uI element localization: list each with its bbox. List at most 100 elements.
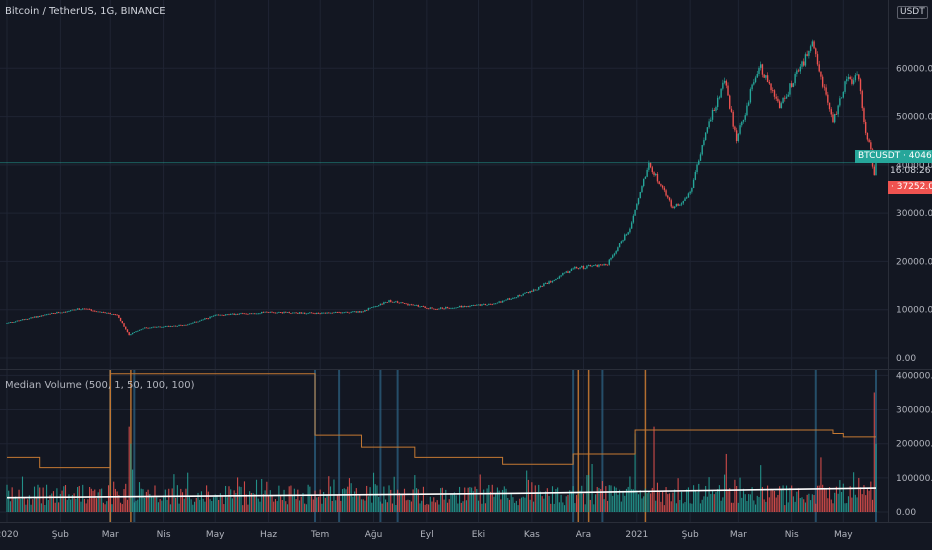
volume-bar: [629, 476, 631, 512]
volume-bar: [727, 490, 729, 512]
candle-body: [773, 90, 776, 97]
volume-bar: [238, 486, 240, 512]
volume-bar: [316, 497, 318, 512]
volume-bar: [558, 502, 560, 512]
candle-body: [419, 306, 421, 308]
candle-body: [579, 267, 581, 269]
currency-badge[interactable]: USDT: [897, 6, 928, 19]
candle-body: [868, 139, 870, 143]
volume-bar: [787, 502, 789, 512]
candle-body: [735, 130, 738, 141]
volume-bar: [426, 503, 428, 512]
candle-body: [766, 75, 769, 82]
volume-bar: [221, 496, 223, 512]
candle-body: [577, 268, 580, 270]
candle-body: [383, 302, 385, 305]
volume-bar: [68, 494, 70, 512]
candle-body: [143, 327, 146, 329]
volume-axis-ticks: 0.00 100000.00 200000.00 300000.00 400000.00: [896, 371, 932, 518]
volume-bar: [374, 484, 376, 512]
volume-bar: [658, 491, 660, 512]
candle-body: [806, 54, 808, 56]
volume-bar: [839, 480, 841, 512]
candle-body: [761, 64, 764, 75]
volume-bar: [452, 493, 454, 512]
volume-bar: [171, 488, 173, 512]
candle-body: [322, 312, 325, 314]
volume-bar: [873, 392, 875, 512]
candle-body: [145, 327, 148, 329]
volume-bar: [164, 489, 166, 512]
candle-body: [558, 276, 561, 279]
volume-bar: [835, 486, 837, 512]
candle-body: [433, 308, 435, 310]
candle-body: [130, 334, 132, 336]
candle-body: [377, 305, 380, 307]
candle-body: [641, 186, 643, 193]
time-tick-label: Kas: [524, 530, 540, 540]
candle-body: [498, 301, 500, 303]
candle-body: [347, 311, 349, 313]
candle-body: [390, 300, 392, 302]
volume-bar: [329, 486, 332, 512]
volume-bar: [355, 488, 357, 512]
candle-body: [601, 264, 604, 266]
volume-bar: [517, 505, 519, 512]
volume-bar: [314, 490, 316, 512]
volume-bar: [264, 490, 266, 512]
volume-bar: [476, 488, 478, 512]
volume-bar: [581, 485, 583, 512]
candle-body: [379, 303, 382, 306]
candle-body: [195, 321, 197, 323]
volume-bar: [777, 494, 779, 512]
volume-bar: [668, 493, 671, 512]
volume-bar: [376, 485, 378, 512]
grid-lines: [0, 0, 888, 522]
time-tick-label: May: [834, 530, 853, 540]
candle-body: [655, 173, 657, 176]
volume-bar: [120, 502, 122, 512]
candle-body: [431, 307, 433, 309]
candle-body: [476, 304, 478, 306]
candle-body: [355, 311, 358, 313]
volume-bar: [529, 499, 531, 512]
candle-body: [35, 316, 37, 318]
candle-body: [247, 313, 249, 315]
volume-bar: [335, 500, 337, 512]
candle-body: [544, 282, 547, 284]
candle-body: [417, 305, 419, 307]
candle-body: [567, 271, 569, 273]
volume-bar: [340, 500, 342, 512]
candle-body: [646, 169, 648, 177]
volume-bar: [773, 490, 776, 512]
volume-bar: [445, 489, 447, 512]
candle-body: [446, 306, 449, 308]
volume-bar: [488, 484, 490, 512]
volume-bar: [533, 501, 535, 512]
candle-body: [474, 305, 476, 307]
volume-bar: [825, 489, 827, 512]
price-tick-label: 40000.00: [896, 161, 932, 171]
candle-body: [278, 312, 280, 313]
candle-body: [88, 308, 91, 310]
volume-bar: [801, 497, 803, 512]
volume-bar: [569, 490, 571, 512]
candle-body: [102, 312, 105, 313]
candle-body: [470, 305, 473, 307]
volume-bar: [85, 503, 87, 512]
volume-bar: [789, 487, 791, 512]
candle-body: [118, 315, 120, 318]
volume-bar: [89, 486, 91, 512]
indicator-title[interactable]: Median Volume (500, 1, 50, 100, 100): [5, 380, 195, 391]
volume-bar: [254, 494, 256, 512]
candle-body: [333, 312, 335, 314]
candle-body: [421, 306, 423, 307]
candle-body: [572, 268, 574, 270]
volume-bar: [95, 498, 98, 512]
volume-bar: [245, 494, 247, 512]
candle-body: [376, 306, 378, 308]
volume-bar: [369, 487, 371, 512]
volume-bar: [6, 484, 8, 512]
candle-body: [593, 265, 595, 266]
